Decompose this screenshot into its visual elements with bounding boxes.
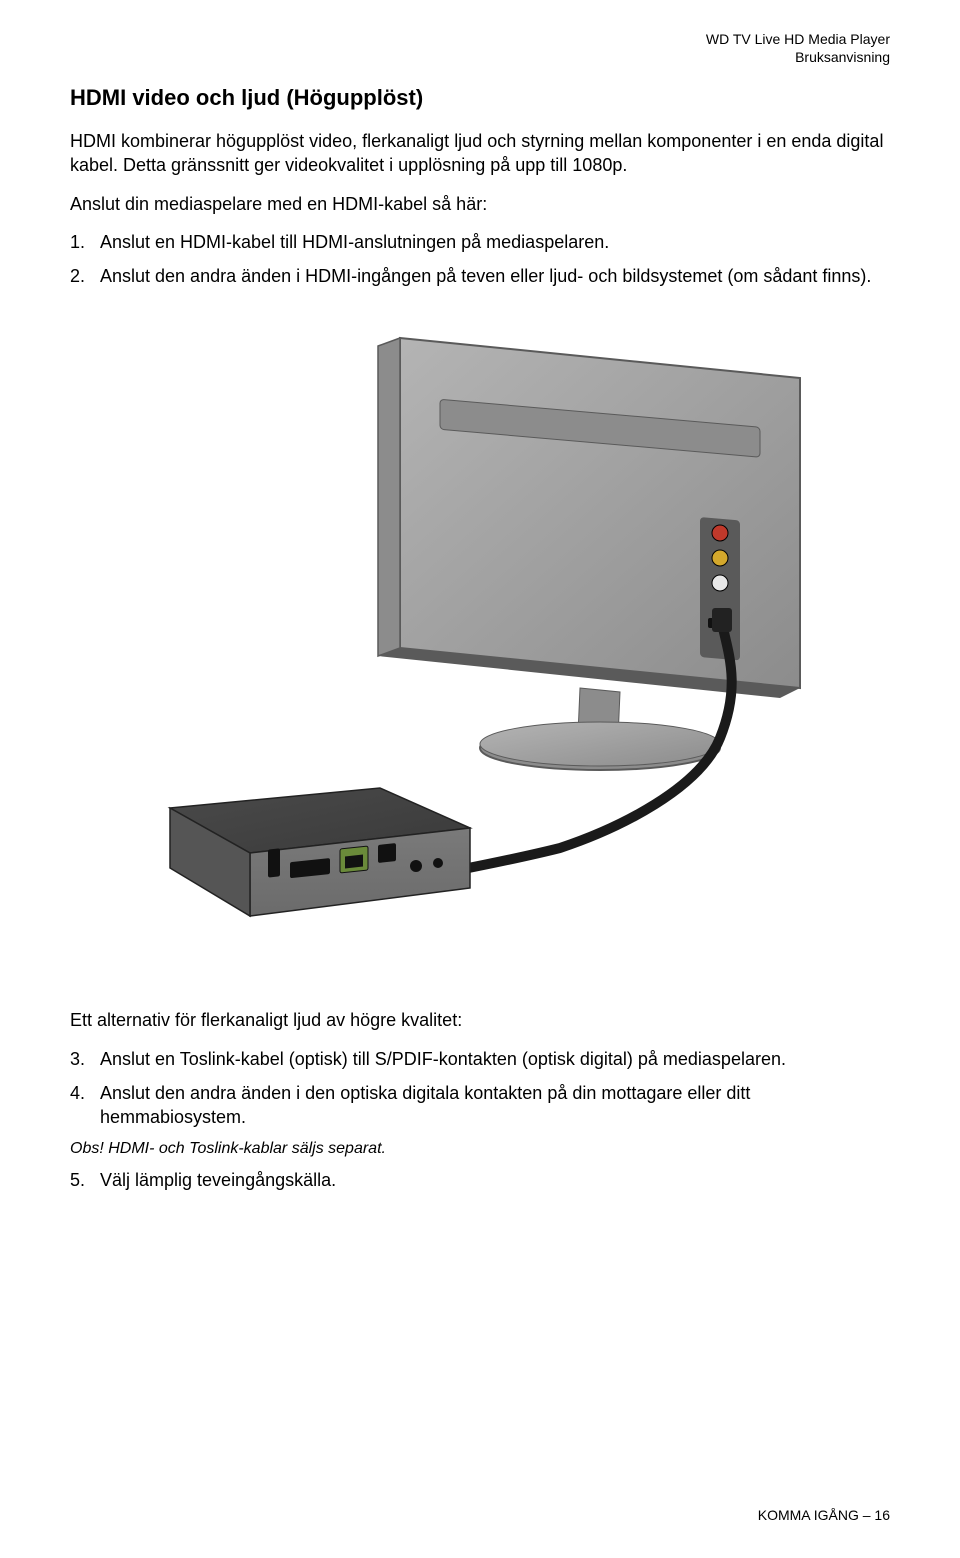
step-number: 1. xyxy=(70,230,100,254)
paragraph-alt: Ett alternativ för flerkanaligt ljud av … xyxy=(70,1008,890,1032)
note: Obs! HDMI- och Toslink-kablar säljs sepa… xyxy=(70,1140,890,1158)
hdmi-connection-illustration xyxy=(140,318,820,938)
page-content: HDMI video och ljud (Högupplöst) HDMI ko… xyxy=(70,85,890,1202)
note-text: HDMI- och Toslink-kablar säljs separat. xyxy=(104,1140,386,1157)
step-item: 3.Anslut en Toslink-kabel (optisk) till … xyxy=(70,1047,890,1071)
note-label: Obs! xyxy=(70,1140,104,1157)
steps-list-c: 5.Välj lämplig teveingångskälla. xyxy=(70,1168,890,1192)
step-number: 4. xyxy=(70,1081,100,1105)
step-item: 5.Välj lämplig teveingångskälla. xyxy=(70,1168,890,1192)
doc-header: WD TV Live HD Media Player Bruksanvisnin… xyxy=(706,30,890,66)
product-line: WD TV Live HD Media Player xyxy=(706,30,890,48)
connection-diagram xyxy=(70,318,890,938)
section-title: HDMI video och ljud (Högupplöst) xyxy=(70,85,890,111)
step-item: 4.Anslut den andra änden i den optiska d… xyxy=(70,1081,890,1130)
step-text: Anslut den andra änden i HDMI-ingången p… xyxy=(100,266,871,286)
paragraph-intro: HDMI kombinerar högupplöst video, flerka… xyxy=(70,129,890,178)
steps-list-a: 1.Anslut en HDMI-kabel till HDMI-anslutn… xyxy=(70,230,890,289)
steps-list-b: 3.Anslut en Toslink-kabel (optisk) till … xyxy=(70,1047,890,1130)
step-number: 2. xyxy=(70,264,100,288)
step-text: Anslut en Toslink-kabel (optisk) till S/… xyxy=(100,1049,786,1069)
step-item: 1.Anslut en HDMI-kabel till HDMI-anslutn… xyxy=(70,230,890,254)
doc-type: Bruksanvisning xyxy=(706,48,890,66)
step-number: 5. xyxy=(70,1168,100,1192)
page-footer: KOMMA IGÅNG – 16 xyxy=(758,1507,890,1523)
step-item: 2.Anslut den andra änden i HDMI-ingången… xyxy=(70,264,890,288)
step-number: 3. xyxy=(70,1047,100,1071)
step-text: Anslut en HDMI-kabel till HDMI-anslutnin… xyxy=(100,232,609,252)
paragraph-howto: Anslut din mediaspelare med en HDMI-kabe… xyxy=(70,192,890,216)
step-text: Anslut den andra änden i den optiska dig… xyxy=(100,1083,750,1127)
step-text: Välj lämplig teveingångskälla. xyxy=(100,1170,336,1190)
